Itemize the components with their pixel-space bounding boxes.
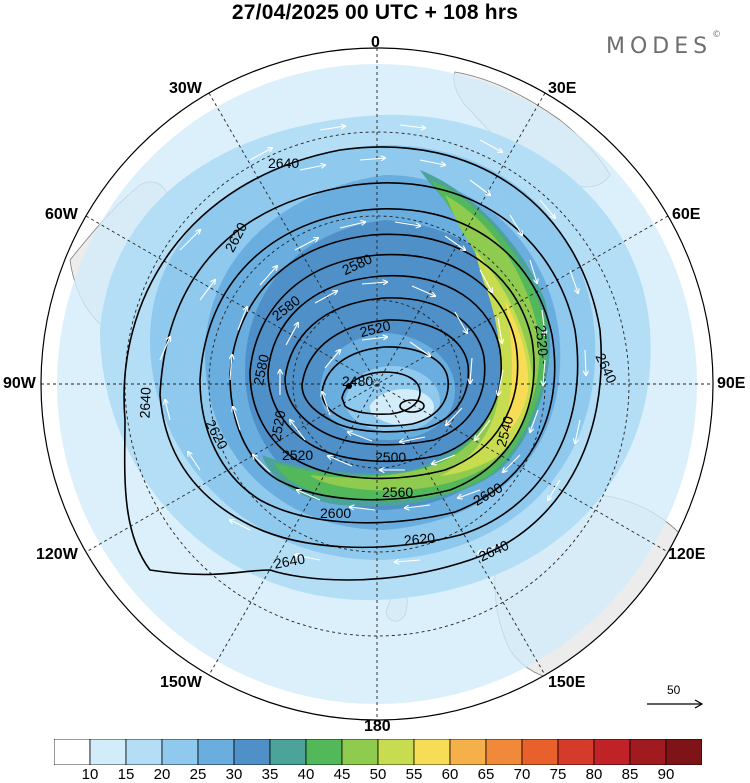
contour-label: 2640 — [268, 155, 299, 171]
lon-label-0: 0 — [371, 34, 380, 51]
colorbar-swatch — [665, 739, 702, 765]
colorbar-swatch — [449, 739, 487, 765]
wind-speed-shading — [57, 64, 697, 704]
colorbar-swatch — [125, 739, 163, 765]
colorbar-swatch — [269, 739, 307, 765]
colorbar-labels: 10 15 20 25 30 35 40 45 50 55 60 65 70 75 80 85 90 — [0, 766, 750, 783]
brand-name: MODES — [606, 34, 713, 59]
colorbar-tick-label: 55 — [405, 766, 423, 783]
colorbar-tick-label: 30 — [225, 766, 243, 783]
colorbar-tick-label: 35 — [261, 766, 279, 783]
colorbar-tick-label: 90 — [657, 766, 675, 783]
contour-label: 2520 — [358, 317, 392, 340]
copyright-mark: © — [712, 30, 722, 40]
colorbar-tick-label: 85 — [621, 766, 639, 783]
brand-logo: MODES© — [606, 30, 721, 59]
colorbar-swatch — [305, 739, 343, 765]
colorbar-swatch — [233, 739, 271, 765]
contour-label: 2620 — [403, 530, 436, 549]
lon-label-120w: 120W — [36, 546, 78, 563]
lon-label-60e: 60E — [672, 206, 701, 223]
lon-label-30e: 30E — [548, 80, 577, 97]
colorbar-swatch — [377, 739, 415, 765]
map-title: 27/04/2025 00 UTC + 108 hrs — [231, 1, 519, 24]
reference-vector-label: 50 — [667, 683, 681, 697]
reference-vector-arrow — [647, 699, 704, 709]
colorbar-swatch — [89, 739, 127, 765]
contour-label: 2520 — [267, 409, 288, 443]
contour-label: 2500 — [375, 449, 406, 465]
colorbar-tick-label: 75 — [549, 766, 567, 783]
colorbar-tick-label: 80 — [585, 766, 603, 783]
colorbar-tick-label: 45 — [333, 766, 351, 783]
lon-label-150e: 150E — [548, 674, 586, 691]
lon-label-60w: 60W — [45, 206, 78, 223]
low-centre-marker — [346, 383, 352, 389]
lon-label-90e: 90E — [717, 375, 746, 392]
contour-label: 2520 — [282, 447, 313, 463]
colorbar-tick-label: 10 — [81, 766, 99, 783]
colorbar-swatch — [197, 739, 235, 765]
colorbar-tick-label: 65 — [477, 766, 495, 783]
lon-label-180: 180 — [364, 718, 391, 735]
colorbar-swatch — [54, 739, 91, 765]
contour-label: 2520 — [533, 324, 552, 357]
colorbar-swatch — [629, 739, 667, 765]
colorbar-tick-label: 40 — [297, 766, 315, 783]
contour-label: 2580 — [250, 353, 272, 387]
colorbar-swatch — [161, 739, 199, 765]
contour-label: 2640 — [273, 550, 307, 571]
lon-label-90w: 90W — [3, 375, 36, 392]
colorbar — [54, 739, 702, 765]
lon-label-30w: 30W — [169, 80, 202, 97]
map-boundary — [40, 47, 714, 721]
contour-label: 2600 — [320, 505, 351, 521]
colorbar-tick-label: 60 — [441, 766, 459, 783]
colorbar-tick-label: 50 — [369, 766, 387, 783]
lon-label-120e: 120E — [668, 546, 706, 563]
contour-label: 2560 — [382, 484, 413, 500]
colorbar-swatch — [521, 739, 559, 765]
contour-label: 2640 — [137, 387, 154, 419]
colorbar-tick-label: 25 — [189, 766, 207, 783]
colorbar-swatch — [557, 739, 595, 765]
colorbar-swatch — [341, 739, 379, 765]
colorbar-tick-label: 15 — [117, 766, 135, 783]
colorbar-tick-label: 20 — [153, 766, 171, 783]
colorbar-tick-label: 70 — [513, 766, 531, 783]
colorbar-swatch — [485, 739, 523, 765]
colorbar-swatch — [593, 739, 631, 765]
wind-vectors — [159, 125, 586, 562]
colorbar-swatch — [413, 739, 451, 765]
lon-label-150w: 150W — [160, 674, 202, 691]
contour-label: 2540 — [493, 414, 517, 448]
